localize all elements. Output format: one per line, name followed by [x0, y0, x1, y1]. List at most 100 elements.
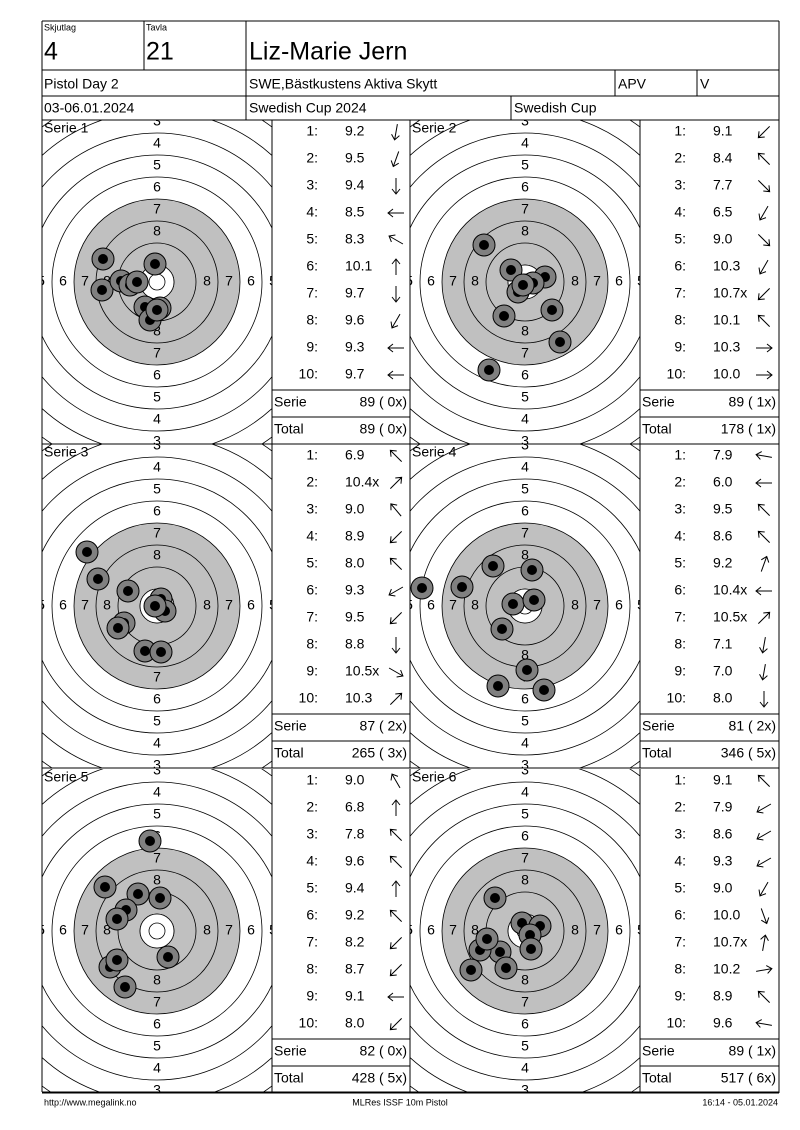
- ring-label: 5: [405, 597, 413, 613]
- ring: [95, 869, 219, 993]
- direction-arrow: [389, 530, 403, 544]
- direction-arrow: [756, 857, 772, 868]
- shot-value: 9.4: [345, 880, 365, 896]
- ring: [410, 132, 640, 432]
- ring-label: 6: [521, 828, 529, 844]
- shot-center: [145, 836, 155, 846]
- ring-label: 7: [593, 597, 601, 613]
- shot-number: 5:: [306, 880, 318, 896]
- shot-number: 9:: [306, 339, 318, 355]
- direction-arrow: [758, 881, 769, 897]
- shot-number: 2:: [306, 150, 318, 166]
- shot-value: 9.6: [345, 312, 365, 328]
- ring: [463, 869, 587, 993]
- shot-value: 10.0: [713, 907, 740, 923]
- shot-value: 7.8: [345, 826, 365, 842]
- ring-label: 6: [247, 922, 255, 938]
- direction-arrow: [757, 611, 771, 625]
- class: APV: [618, 76, 647, 92]
- shot-center: [488, 561, 498, 571]
- shot-number: 8:: [306, 312, 318, 328]
- shot-number: 7:: [306, 285, 318, 301]
- direction-arrow: [756, 965, 773, 974]
- ring-label: 8: [153, 872, 161, 888]
- shooter-name: Liz-Marie Jern: [249, 38, 407, 66]
- direction-arrow: [755, 478, 772, 488]
- shot-number: 6:: [306, 582, 318, 598]
- shot-center: [479, 240, 489, 250]
- shot-value: 9.7: [345, 285, 365, 301]
- ring-label: 7: [521, 345, 529, 361]
- shot-number: 6:: [306, 907, 318, 923]
- direction-arrow: [757, 503, 771, 517]
- shot-center: [484, 365, 494, 375]
- shot-value: 10.1: [345, 258, 372, 274]
- shot-number: 6:: [306, 258, 318, 274]
- direction-arrow: [755, 451, 772, 460]
- shot-center: [112, 955, 122, 965]
- shot-value: 8.4: [713, 150, 733, 166]
- ring-label: 5: [153, 157, 161, 173]
- ring-label: 7: [521, 525, 529, 541]
- ring-label: 5: [521, 1038, 529, 1054]
- shot-value: 8.6: [713, 528, 733, 544]
- shot-center: [506, 265, 516, 275]
- shot-value: 8.9: [345, 528, 365, 544]
- ring-label: 5: [153, 481, 161, 497]
- ring-label: 4: [659, 922, 667, 938]
- shot-center: [499, 311, 509, 321]
- ring-label: 4: [383, 597, 391, 613]
- total-label: Total: [274, 1070, 304, 1086]
- shot-value: 10.5x: [345, 663, 379, 679]
- ring: [419, 500, 631, 712]
- shot-number: 10:: [299, 1015, 318, 1031]
- competition: Swedish Cup 2024: [249, 100, 367, 116]
- ring: [441, 522, 609, 690]
- shot-value: 10.3: [345, 690, 372, 706]
- ring-label: 6: [521, 367, 529, 383]
- ring-label: 6: [615, 922, 623, 938]
- total-score: 428 ( 5x): [352, 1070, 407, 1086]
- squad-label: Skjutlag: [44, 22, 76, 32]
- ring-label: 5: [405, 922, 413, 938]
- shot-value: 10.1: [713, 312, 740, 328]
- ring-label: 8: [103, 922, 111, 938]
- ring-label: 3: [521, 437, 529, 453]
- direction-arrow: [391, 286, 401, 303]
- ring-label: 7: [81, 922, 89, 938]
- serie-label: Serie: [642, 1043, 675, 1059]
- total-label: Total: [642, 421, 672, 437]
- ring-label: 5: [37, 922, 45, 938]
- direction-arrow: [757, 990, 771, 1004]
- direction-arrow: [389, 557, 403, 571]
- event: Pistol Day 2: [44, 76, 119, 92]
- shot-value: 9.3: [345, 339, 365, 355]
- shot-number: 5:: [306, 231, 318, 247]
- direction-arrow: [387, 370, 404, 380]
- direction-arrow: [389, 692, 403, 706]
- shot-number: 10:: [667, 690, 686, 706]
- direction-arrow: [391, 258, 401, 275]
- shot-center: [501, 963, 511, 973]
- shot-center: [132, 277, 142, 287]
- ring-label: 6: [427, 273, 435, 289]
- shot-center: [466, 965, 476, 975]
- ring-label: 3: [153, 113, 161, 129]
- ring-label: 4: [153, 735, 161, 751]
- ring: [410, 154, 640, 410]
- direction-arrow: [757, 530, 771, 544]
- ring-label: 4: [521, 135, 529, 151]
- ring-label: 6: [615, 597, 623, 613]
- ring-label: 6: [521, 691, 529, 707]
- ring-label: 8: [521, 323, 529, 339]
- direction-arrow: [757, 152, 771, 166]
- ring: [73, 522, 241, 690]
- shot-number: 3:: [674, 177, 686, 193]
- direction-arrow: [756, 343, 773, 353]
- serie-score: 89 ( 0x): [360, 394, 407, 410]
- ring-label: 3: [153, 437, 161, 453]
- ring-label: 8: [153, 323, 161, 339]
- ring-label: 3: [0, 273, 1, 289]
